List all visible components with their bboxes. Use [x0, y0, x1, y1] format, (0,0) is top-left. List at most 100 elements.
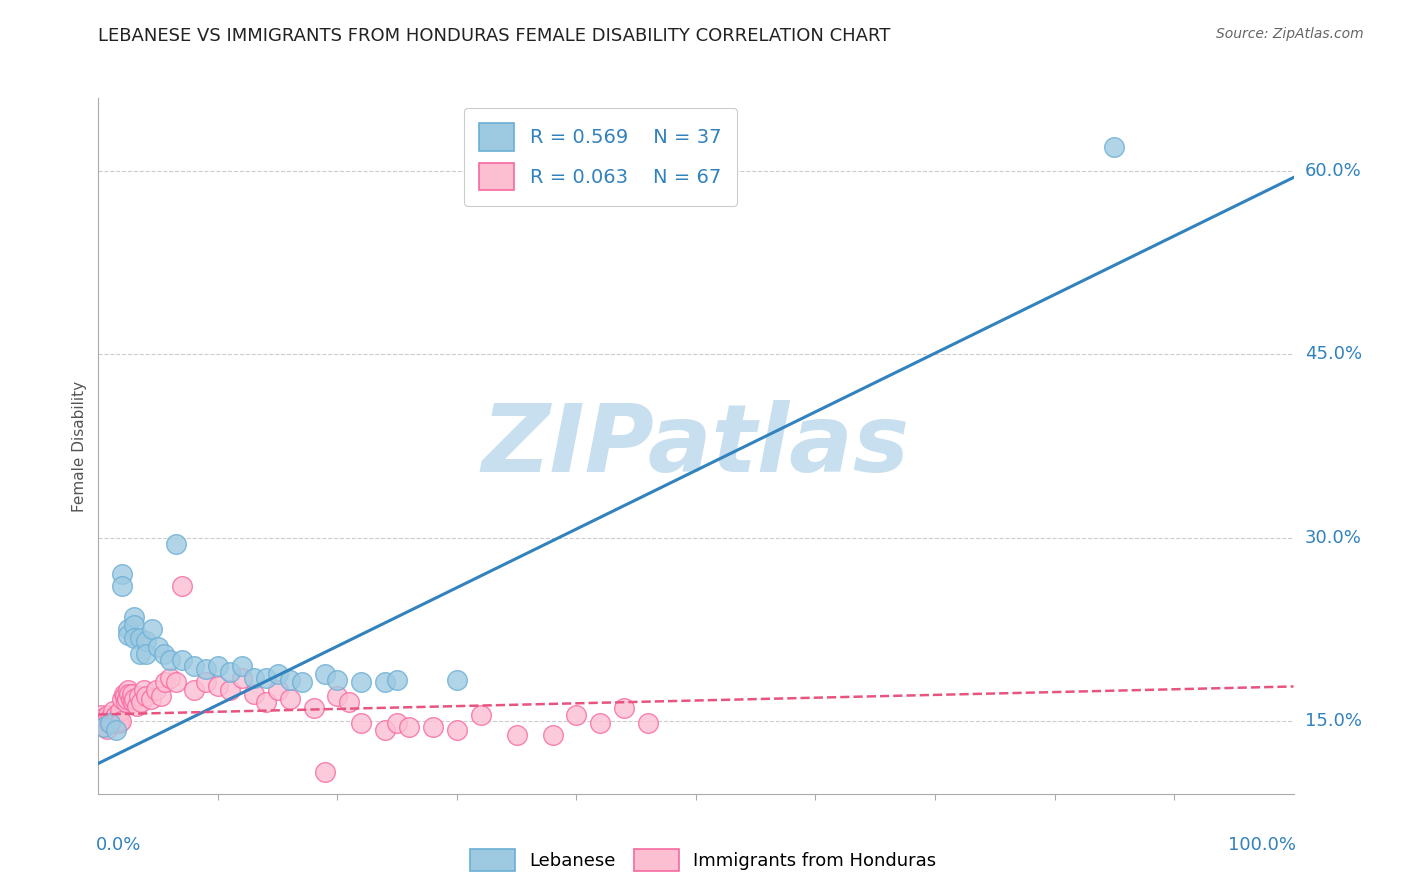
- Point: [159, 671, 181, 685]
- Point: [183, 683, 205, 698]
- Text: Source: ZipAtlas.com: Source: ZipAtlas.com: [1216, 27, 1364, 41]
- Point: [148, 640, 170, 655]
- Point: [141, 622, 163, 636]
- Point: [219, 665, 242, 679]
- Text: 100.0%: 100.0%: [1227, 836, 1296, 854]
- Point: [446, 673, 468, 688]
- Point: [613, 701, 636, 715]
- Point: [153, 647, 176, 661]
- Text: 15.0%: 15.0%: [1305, 712, 1361, 730]
- Text: 30.0%: 30.0%: [1305, 529, 1361, 547]
- Point: [183, 658, 205, 673]
- Point: [135, 647, 157, 661]
- Point: [128, 690, 150, 704]
- Point: [98, 716, 122, 731]
- Point: [374, 674, 396, 689]
- Y-axis label: Female Disability: Female Disability: [72, 380, 87, 512]
- Point: [374, 723, 396, 738]
- Point: [97, 707, 120, 722]
- Point: [506, 728, 529, 742]
- Point: [385, 673, 409, 688]
- Point: [90, 707, 112, 722]
- Point: [124, 691, 146, 706]
- Point: [117, 628, 139, 642]
- Point: [120, 691, 142, 706]
- Point: [112, 687, 135, 701]
- Point: [398, 720, 420, 734]
- Text: 45.0%: 45.0%: [1305, 345, 1362, 363]
- Text: ZIPatlas: ZIPatlas: [482, 400, 910, 492]
- Point: [115, 691, 138, 706]
- Legend: Lebanese, Immigrants from Honduras: Lebanese, Immigrants from Honduras: [463, 842, 943, 879]
- Point: [110, 714, 132, 728]
- Point: [118, 687, 141, 701]
- Point: [100, 716, 122, 731]
- Legend: R = 0.569    N = 37, R = 0.063    N = 67: R = 0.569 N = 37, R = 0.063 N = 67: [464, 108, 737, 206]
- Point: [385, 716, 409, 731]
- Point: [267, 683, 290, 698]
- Point: [231, 671, 253, 685]
- Point: [91, 716, 114, 731]
- Point: [194, 662, 217, 676]
- Point: [290, 674, 312, 689]
- Point: [145, 683, 167, 698]
- Point: [207, 658, 229, 673]
- Point: [139, 691, 162, 706]
- Point: [129, 631, 152, 645]
- Point: [243, 687, 266, 701]
- Point: [124, 618, 146, 632]
- Point: [219, 683, 242, 698]
- Point: [315, 667, 337, 681]
- Point: [124, 610, 146, 624]
- Point: [129, 647, 152, 661]
- Point: [422, 720, 444, 734]
- Point: [267, 667, 290, 681]
- Point: [159, 652, 181, 666]
- Point: [111, 691, 134, 706]
- Point: [108, 704, 131, 718]
- Point: [315, 764, 337, 779]
- Point: [117, 622, 139, 636]
- Point: [117, 683, 139, 698]
- Point: [96, 722, 118, 736]
- Point: [114, 690, 136, 704]
- Point: [124, 631, 146, 645]
- Point: [122, 695, 145, 709]
- Point: [243, 671, 266, 685]
- Point: [350, 716, 373, 731]
- Point: [637, 716, 659, 731]
- Point: [254, 671, 277, 685]
- Point: [446, 723, 468, 738]
- Point: [135, 690, 157, 704]
- Text: 60.0%: 60.0%: [1305, 162, 1361, 180]
- Point: [1102, 140, 1125, 154]
- Point: [107, 716, 129, 731]
- Point: [194, 674, 217, 689]
- Point: [565, 707, 588, 722]
- Point: [254, 695, 277, 709]
- Point: [125, 698, 148, 713]
- Point: [470, 707, 492, 722]
- Point: [105, 723, 128, 738]
- Point: [149, 690, 172, 704]
- Point: [589, 716, 612, 731]
- Point: [326, 690, 349, 704]
- Point: [155, 674, 177, 689]
- Point: [93, 720, 115, 734]
- Point: [165, 674, 187, 689]
- Point: [231, 658, 253, 673]
- Point: [105, 707, 128, 722]
- Point: [121, 687, 143, 701]
- Point: [91, 711, 114, 725]
- Point: [107, 711, 129, 725]
- Point: [541, 728, 564, 742]
- Point: [94, 714, 117, 728]
- Point: [207, 680, 229, 694]
- Point: [104, 716, 127, 731]
- Point: [98, 711, 122, 725]
- Point: [326, 673, 349, 688]
- Point: [135, 634, 157, 648]
- Point: [131, 695, 153, 709]
- Point: [115, 695, 138, 709]
- Text: 0.0%: 0.0%: [96, 836, 142, 854]
